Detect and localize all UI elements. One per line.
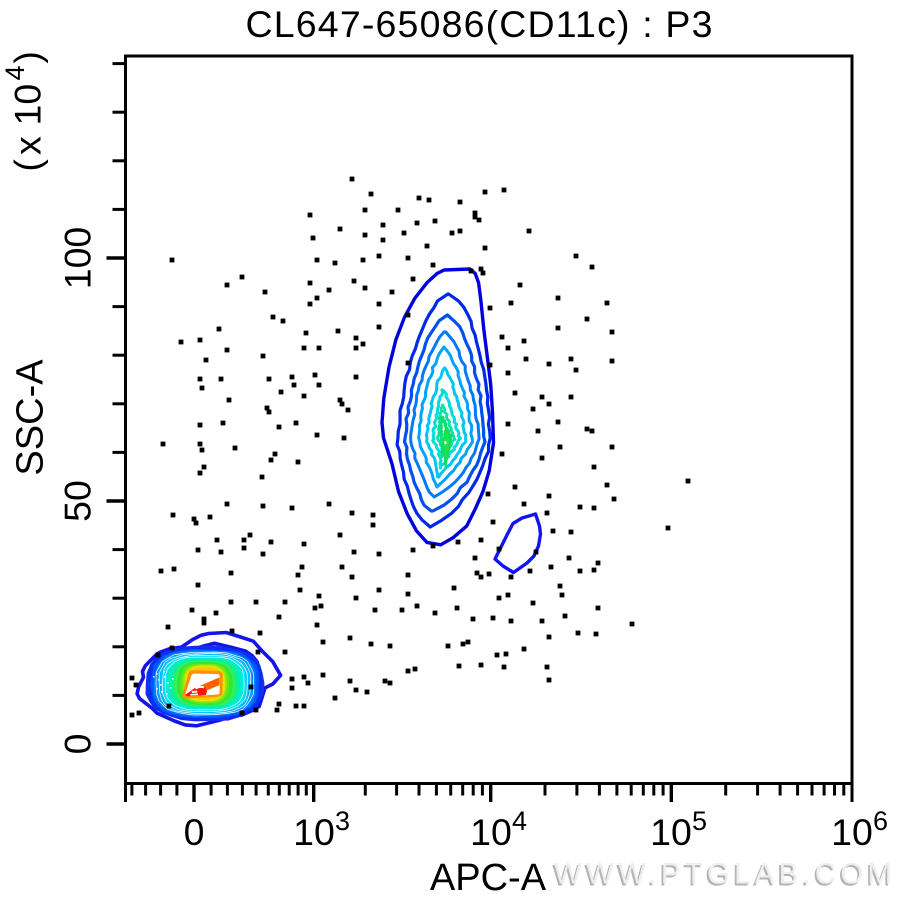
svg-text:10: 10	[293, 811, 335, 853]
svg-text:100: 100	[57, 227, 99, 290]
svg-text:0: 0	[57, 734, 99, 755]
svg-text:APC-A: APC-A	[430, 857, 547, 899]
svg-text:WWW.PTGLAB.COM: WWW.PTGLAB.COM	[554, 858, 896, 891]
svg-text:WWW.PTGLAB.COM: WWW.PTGLAB.COM	[552, 859, 894, 892]
svg-text:50: 50	[57, 480, 99, 522]
svg-text:10: 10	[7, 84, 49, 126]
svg-text:4: 4	[0, 65, 30, 80]
svg-text:CL647-65086(CD11c) : P3: CL647-65086(CD11c) : P3	[246, 3, 714, 45]
svg-text:x: x	[7, 136, 49, 155]
svg-text:(: (	[7, 159, 49, 172]
svg-text:3: 3	[335, 806, 350, 836]
svg-text:SSC-A: SSC-A	[10, 359, 52, 476]
svg-text:10: 10	[650, 811, 692, 853]
svg-text:): )	[7, 51, 49, 64]
svg-text:10: 10	[470, 811, 512, 853]
svg-text:6: 6	[873, 806, 888, 836]
svg-text:0: 0	[184, 811, 205, 853]
svg-text:4: 4	[512, 806, 527, 836]
svg-text:5: 5	[692, 806, 707, 836]
svg-text:10: 10	[831, 811, 873, 853]
